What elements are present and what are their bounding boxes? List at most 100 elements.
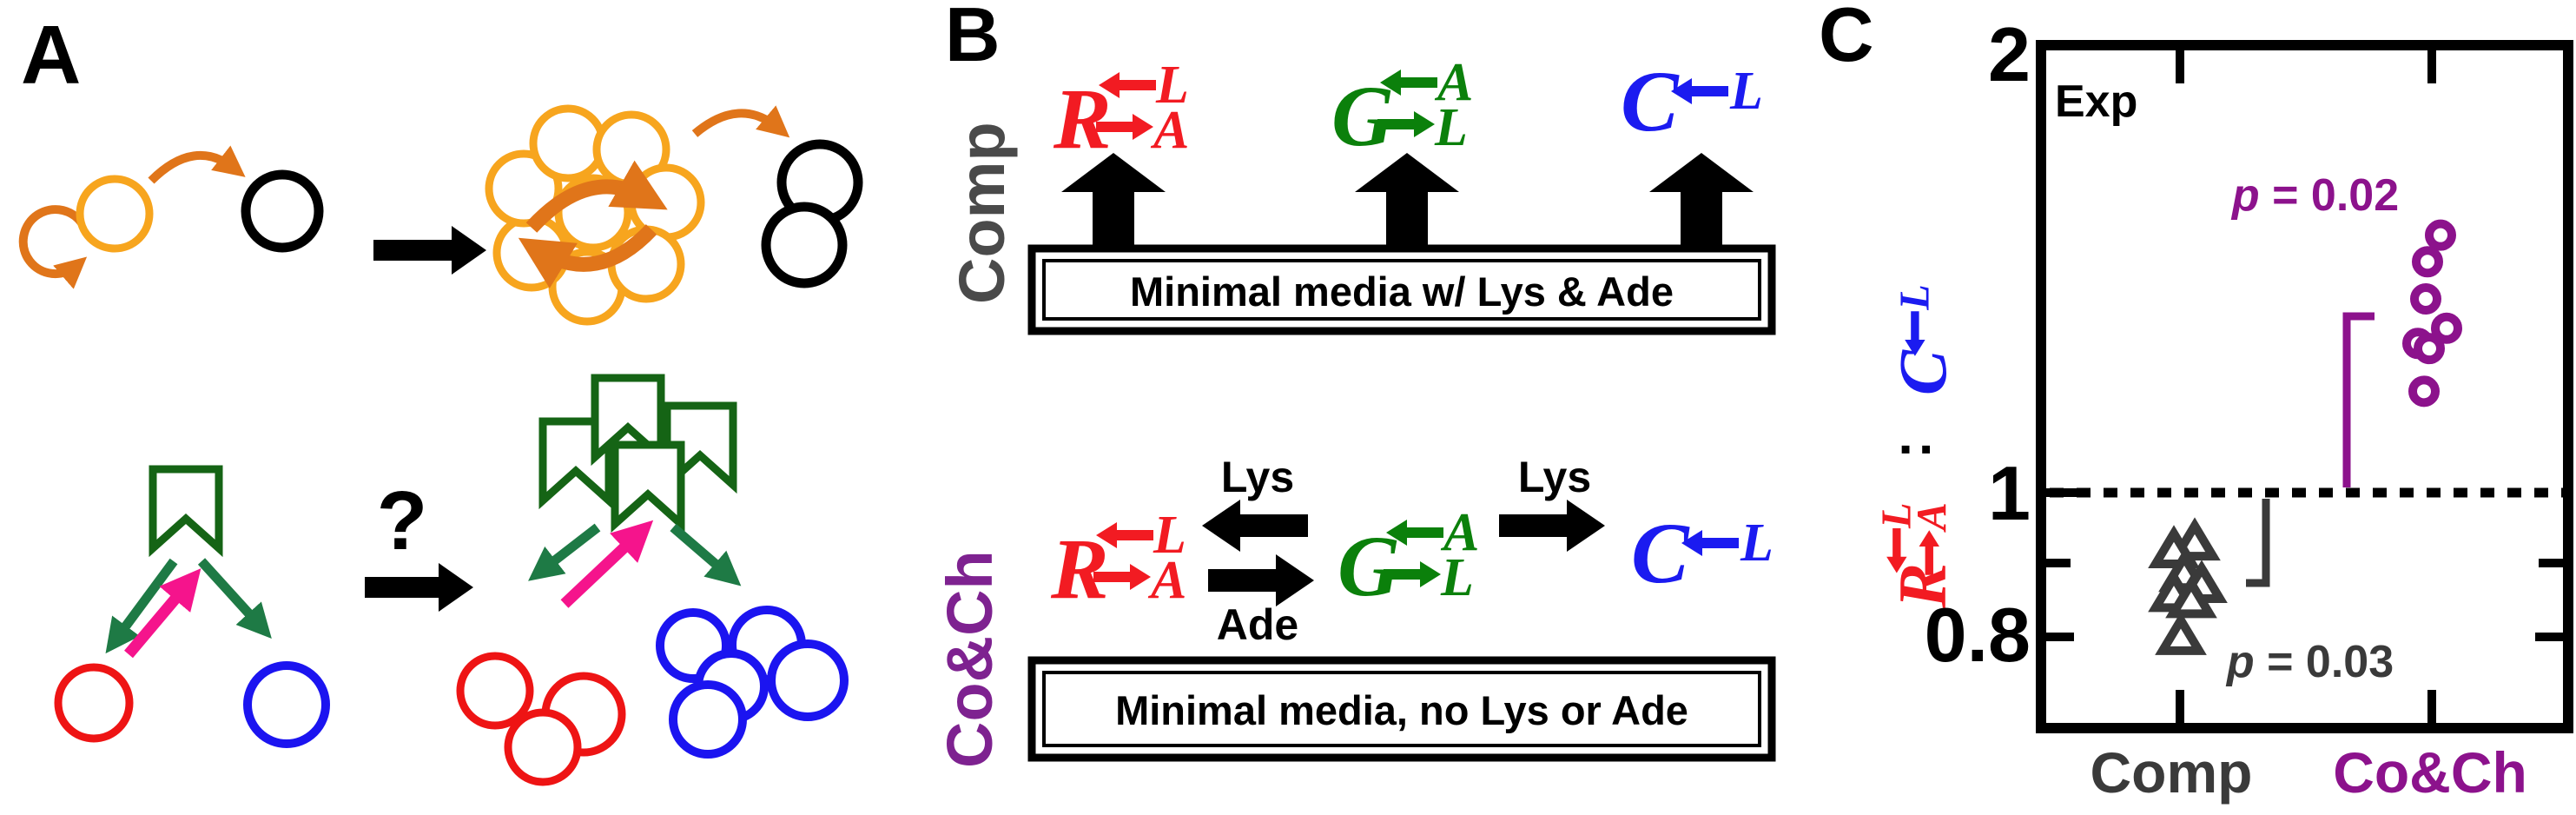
xlabel-coch: Co&Ch [2333, 740, 2527, 805]
outcome-arrow-icon [373, 226, 486, 275]
self-renewal-arrow-icon [18, 205, 88, 289]
black-cell [241, 169, 324, 253]
release-arrow-icon [1919, 530, 1939, 575]
panel-a-label: A [21, 9, 81, 102]
ade-exchange-label: Ade [1217, 600, 1298, 649]
red-cell [54, 663, 134, 743]
media-supply-arrow-icon [1355, 153, 1459, 248]
release-arrow-icon [1096, 114, 1153, 140]
released-metabolite: A [1909, 502, 1955, 533]
uptake-arrow-icon [1096, 522, 1153, 548]
scatter-points [2148, 219, 2462, 655]
supply-arrow-to-blue-icon [670, 523, 742, 586]
released-metabolite: A [1147, 551, 1186, 610]
outcome-arrow-icon [365, 563, 473, 612]
plot-frame [2036, 40, 2573, 733]
consumed-metabolite: L [1153, 506, 1186, 565]
uptake-arrow-icon [1681, 530, 1739, 556]
ytick-1: 1 [1988, 450, 2031, 536]
y-axis-flux-R: R L A [1873, 502, 1960, 609]
y-axis-label: R L A : C L [1873, 284, 1960, 609]
flux-R-coch: R L A [1050, 506, 1186, 617]
lys-transfer-arrow-icon [1499, 500, 1605, 552]
ade-transfer-arrow-icon [1208, 554, 1314, 606]
xlabel-comp: Comp [2091, 740, 2253, 805]
orange-cell-cluster [485, 104, 705, 326]
panel-b: B Comp R L A G A L C L Minimal med [934, 0, 1776, 768]
cycle-arrow-bottom-icon [518, 224, 657, 288]
flux-R-comp: R L A [1053, 56, 1189, 167]
coch-media-text: Minimal media, no Lys or Ade [1115, 687, 1688, 733]
blue-cell [243, 661, 330, 748]
flux-G-coch: G A L [1338, 503, 1479, 614]
supply-arrow-to-blue-icon [197, 558, 272, 639]
released-metabolite: A [1150, 101, 1189, 160]
cycle-arrow-top-icon [525, 160, 668, 233]
comp-row-label: Comp [946, 122, 1018, 304]
lys-exchange-label: Lys [1221, 453, 1294, 501]
inset-label-exp: Exp [2055, 76, 2137, 127]
black-cell [761, 202, 848, 288]
comp-media-box: Minimal media w/ Lys & Ade [1027, 244, 1776, 335]
flux-C-comp: C L [1621, 53, 1763, 149]
consumed-metabolite: L [1740, 514, 1773, 573]
release-arrow-icon [1377, 111, 1435, 137]
circle-marker [2410, 282, 2441, 315]
strain-letter: C [1885, 349, 1960, 395]
circle-marker [2408, 375, 2440, 408]
circle-marker [2425, 219, 2456, 251]
p-value-comp: p = 0.03 [2225, 637, 2394, 687]
uptake-arrow-icon [1671, 78, 1728, 104]
uptake-arrow-icon [1886, 527, 1907, 573]
uptake-arrow-icon [1380, 70, 1437, 96]
circle-marker [2431, 312, 2462, 344]
uptake-arrow-icon [1386, 520, 1443, 546]
flux-C-coch: C L [1631, 505, 1773, 601]
strain-letter: C [1621, 53, 1680, 149]
lys-transfer-arrow-icon [1202, 500, 1308, 552]
media-supply-arrow-icon [1061, 153, 1166, 248]
flux-G-comp: G A L [1331, 53, 1473, 164]
p-value-coch: p = 0.02 [2230, 170, 2399, 221]
axis-ticks [2046, 50, 2563, 723]
circle-marker [2414, 333, 2445, 365]
strain-letter: C [1631, 505, 1690, 601]
triangle-marker [2155, 612, 2207, 655]
producer-banner-cluster [538, 374, 737, 533]
producer-banner-icon [149, 465, 223, 558]
feedback-arrow-icon [560, 520, 654, 608]
panel-a: A ? [18, 9, 863, 786]
consumed-metabolite: A [1440, 503, 1479, 562]
coch-row-label: Co&Ch [934, 550, 1006, 768]
panel-c-label: C [1819, 0, 1874, 77]
uptake-arrow-icon [1099, 72, 1156, 98]
growth-arrow-icon [691, 105, 790, 138]
released-metabolite: L [1434, 98, 1468, 157]
consumed-metabolite: L [1729, 62, 1763, 121]
uptake-arrow-icon [1905, 311, 1925, 356]
question-mark: ? [377, 474, 428, 567]
feedback-arrow-icon [124, 568, 201, 659]
y-axis-flux-C: C L [1885, 284, 1960, 395]
panel-c: C R L A : C L [1819, 0, 2573, 805]
consumed-metabolite: A [1434, 53, 1473, 112]
ytick-0.8: 0.8 [1925, 592, 2031, 678]
blue-cell-cluster [656, 606, 849, 759]
panel-b-label: B [945, 0, 1001, 77]
red-cell-cluster [456, 652, 626, 786]
triangle-marker [2165, 574, 2217, 619]
growth-arrow-icon [148, 145, 246, 184]
ratio-colon: : [1879, 441, 1942, 459]
release-arrow-icon [1093, 564, 1151, 590]
coch-media-box: Minimal media, no Lys or Ade [1027, 656, 1776, 762]
consumed-metabolite: L [1873, 502, 1919, 529]
coch-significance-bracket [2342, 312, 2375, 487]
lys-exchange-label: Lys [1518, 453, 1591, 501]
released-metabolite: L [1440, 548, 1474, 607]
ytick-2: 2 [1988, 11, 2031, 97]
circle-marker [2412, 246, 2443, 278]
comp-media-text: Minimal media w/ Lys & Ade [1130, 268, 1674, 315]
release-arrow-icon [1384, 561, 1441, 587]
consumed-metabolite: L [1155, 56, 1189, 115]
